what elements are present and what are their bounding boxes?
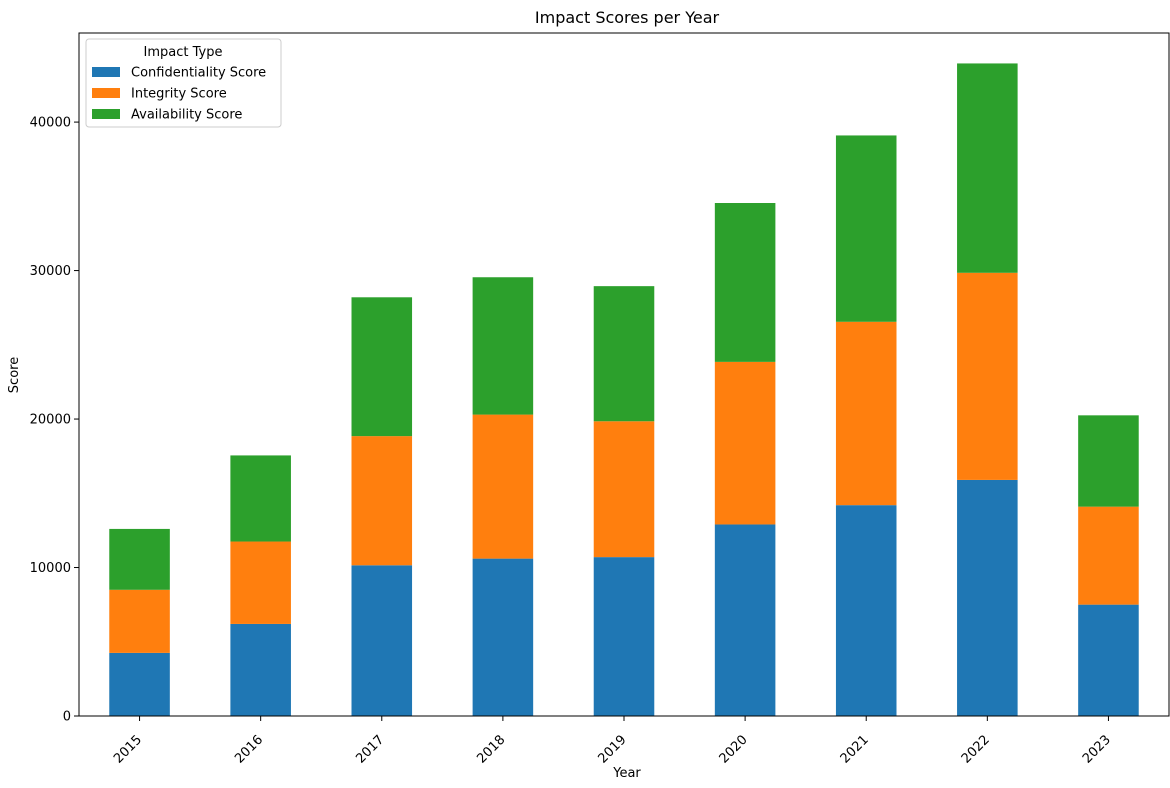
bar-2017-series-1 [351,436,413,566]
bar-2022-series-0 [957,479,1018,716]
x-tick-label: 2015 [111,733,145,767]
bar-2015-series-2 [109,528,170,590]
bars-layer [109,63,1139,716]
y-axis: 0 10000 20000 30000 40000 [30,116,79,725]
bar-2019-series-1 [593,421,655,558]
bar-2015-series-0 [109,652,170,716]
legend-swatch-1 [92,88,120,98]
legend-entry-2: Availability Score [131,108,242,123]
y-tick-label: 40000 [30,116,71,131]
y-tick-label: 0 [63,710,71,725]
legend: Impact Type Confidentiality Score Integri… [85,38,282,128]
legend-entry-1: Integrity Score [131,87,227,102]
bar-2023-series-0 [1078,604,1139,716]
bar-2016-series-1 [230,541,291,624]
y-tick-label: 20000 [30,413,71,428]
bar-2019-series-0 [593,557,655,716]
x-tick-label: 2018 [474,733,508,767]
bar-2017-series-0 [351,565,413,716]
bar-2023-series-1 [1078,506,1139,605]
bar-2016-series-0 [230,623,291,716]
bar-2018-series-0 [472,558,534,716]
bar-2023-series-2 [1078,415,1139,507]
legend-entry-0: Confidentiality Score [131,66,266,81]
x-tick-label: 2016 [232,733,266,767]
bar-2018-series-2 [472,277,534,415]
x-axis-label: Year [612,766,641,781]
bar-2015-series-1 [109,589,170,653]
x-tick-label: 2017 [353,733,387,767]
bar-2021-series-0 [835,505,897,716]
bar-2021-series-2 [835,135,897,322]
legend-swatch-2 [92,109,120,119]
legend-title: Impact Type [144,45,223,60]
bar-2016-series-2 [230,455,291,542]
x-tick-label: 2021 [838,733,872,767]
legend-box [85,38,282,128]
x-axis: 2015 2016 2017 2018 2019 2020 2021 2022 2023 [111,716,1114,767]
legend-swatch-0 [92,67,120,77]
bar-2018-series-1 [472,414,534,559]
bar-2020-series-2 [714,203,776,362]
chart-title: Impact Scores per Year [535,8,720,27]
bar-2020-series-0 [714,524,776,716]
bar-2022-series-2 [957,63,1018,273]
bar-2020-series-1 [714,361,776,525]
bar-2019-series-2 [593,286,655,422]
x-tick-label: 2020 [717,733,751,767]
y-axis-label: Score [7,357,22,393]
bar-2021-series-1 [835,321,897,506]
x-tick-label: 2023 [1080,733,1114,767]
bar-2017-series-2 [351,297,413,437]
y-tick-label: 30000 [30,264,71,279]
y-tick-label: 10000 [30,561,71,576]
x-tick-label: 2022 [959,733,993,767]
x-tick-label: 2019 [596,733,630,767]
bar-2022-series-1 [957,272,1018,480]
